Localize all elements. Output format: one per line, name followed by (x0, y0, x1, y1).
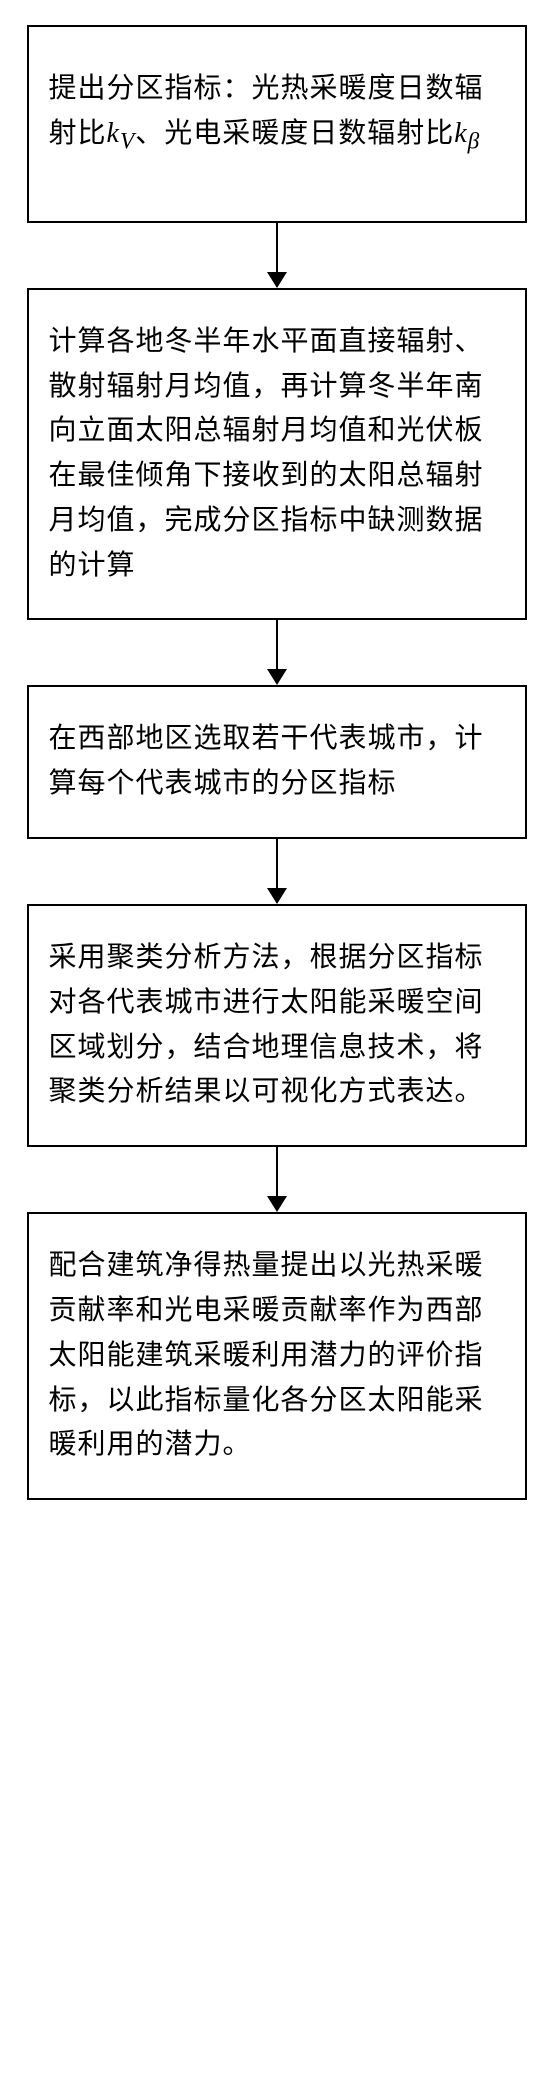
arrow-line (276, 620, 278, 670)
arrow-head-icon (267, 888, 287, 904)
arrow-1 (267, 223, 287, 288)
arrow-line (276, 839, 278, 889)
arrow-head-icon (267, 272, 287, 288)
box2-text: 计算各地冬半年水平面直接辐射、散射辐射月均值，再计算冬半年南向立面太阳总辐射月均… (49, 326, 484, 581)
arrow-line (276, 223, 278, 273)
arrow-2 (267, 620, 287, 685)
box4-text: 采用聚类分析方法，根据分区指标对各代表城市进行太阳能采暖空间区域划分，结合地理信… (49, 942, 484, 1107)
box5-text: 配合建筑净得热量提出以光热采暖贡献率和光电采暖贡献率作为西部太阳能建筑采暖利用潜… (49, 1250, 484, 1460)
arrow-3 (267, 839, 287, 904)
box1-k1: kV (107, 118, 136, 149)
flow-box-3: 在西部地区选取若干代表城市，计算每个代表城市的分区指标 (27, 685, 527, 839)
arrow-4 (267, 1147, 287, 1212)
flow-box-2: 计算各地冬半年水平面直接辐射、散射辐射月均值，再计算冬半年南向立面太阳总辐射月均… (27, 288, 527, 621)
flow-box-1: 提出分区指标：光热采暖度日数辐射比kV、光电采暖度日数辐射比kβ (27, 25, 527, 223)
box1-k2: kβ (454, 118, 480, 149)
arrow-head-icon (267, 669, 287, 685)
arrow-line (276, 1147, 278, 1197)
flow-box-5: 配合建筑净得热量提出以光热采暖贡献率和光电采暖贡献率作为西部太阳能建筑采暖利用潜… (27, 1212, 527, 1500)
box3-text: 在西部地区选取若干代表城市，计算每个代表城市的分区指标 (49, 723, 484, 799)
arrow-head-icon (267, 1196, 287, 1212)
flowchart-container: 提出分区指标：光热采暖度日数辐射比kV、光电采暖度日数辐射比kβ 计算各地冬半年… (27, 25, 527, 1500)
flow-box-4: 采用聚类分析方法，根据分区指标对各代表城市进行太阳能采暖空间区域划分，结合地理信… (27, 904, 527, 1147)
box1-mid: 、光电采暖度日数辐射比 (135, 118, 454, 149)
